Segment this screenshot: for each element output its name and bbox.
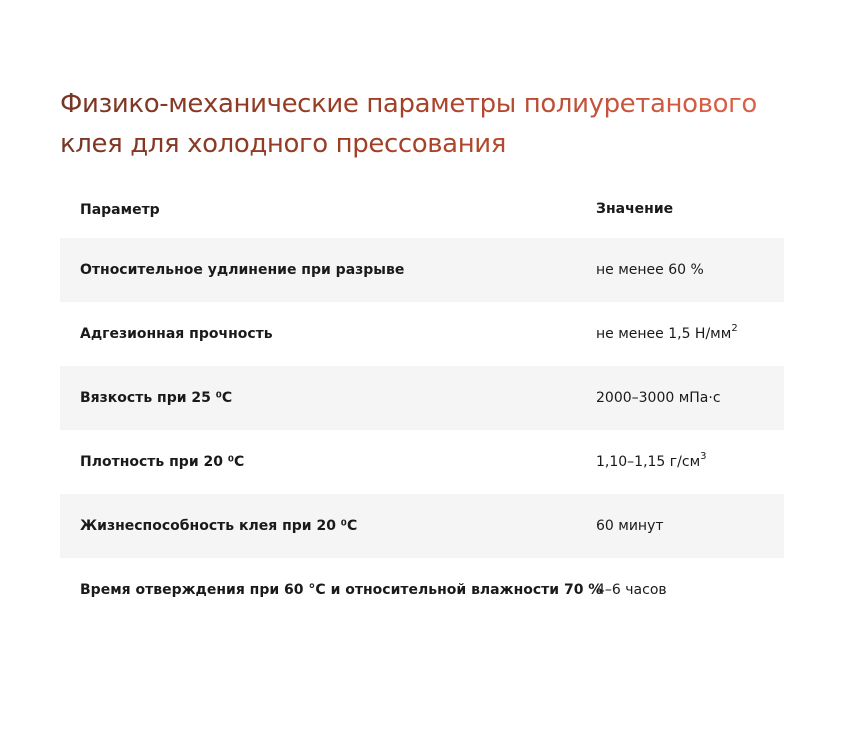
column-header-value: Значение [596, 201, 674, 217]
value-cell: 2000–3000 мПа·с [596, 390, 784, 406]
section-title-line-2: клея для холодного прессования [60, 129, 507, 159]
table-row: Время отверждения при 60 °С и относитель… [60, 558, 784, 622]
value-text: не менее 60 % [596, 262, 704, 278]
parameter-cell: Жизнеспособность клея при 20 ⁰С [80, 518, 358, 534]
value-cell: 1,10–1,15 г/см3 [596, 451, 784, 470]
parameters-table: Параметр Значение Относительное удлинени… [60, 180, 784, 622]
unit-exponent: 2 [731, 323, 738, 335]
unit-exponent: 3 [700, 451, 707, 463]
table-row: Вязкость при 25 ⁰С 2000–3000 мПа·с [60, 366, 784, 430]
value-cell: 60 минут [596, 518, 784, 534]
value-text: 1,10–1,15 г/см [596, 454, 701, 470]
section-title: Физико-механические параметры полиуретан… [60, 84, 784, 164]
value-text: 4–6 часов [596, 582, 667, 598]
table-row: Жизнеспособность клея при 20 ⁰С 60 минут [60, 494, 784, 558]
parameter-cell: Плотность при 20 ⁰С [80, 454, 245, 470]
value-cell: не менее 1,5 Н/мм2 [596, 323, 784, 342]
parameter-cell: Время отверждения при 60 °С и относитель… [80, 582, 603, 598]
table-row: Адгезионная прочность не менее 1,5 Н/мм2 [60, 302, 784, 366]
parameter-cell: Относительное удлинение при разрыве [80, 262, 405, 278]
value-cell: 4–6 часов [596, 582, 784, 598]
column-header-parameter: Параметр [80, 202, 160, 218]
article-section: Физико-механические параметры полиуретан… [60, 84, 784, 598]
table-row: Относительное удлинение при разрыве не м… [60, 238, 784, 302]
table-header-row: Параметр Значение [60, 180, 784, 238]
value-text: 60 минут [596, 518, 664, 534]
table-row: Плотность при 20 ⁰С 1,10–1,15 г/см3 [60, 430, 784, 494]
parameter-cell: Адгезионная прочность [80, 326, 273, 342]
section-title-line-1: Физико-механические параметры полиуретан… [60, 89, 757, 119]
parameter-cell: Вязкость при 25 ⁰С [80, 390, 233, 406]
value-cell: не менее 60 % [596, 262, 784, 278]
value-text: 2000–3000 мПа·с [596, 390, 721, 406]
value-text: не менее 1,5 Н/мм [596, 326, 732, 342]
